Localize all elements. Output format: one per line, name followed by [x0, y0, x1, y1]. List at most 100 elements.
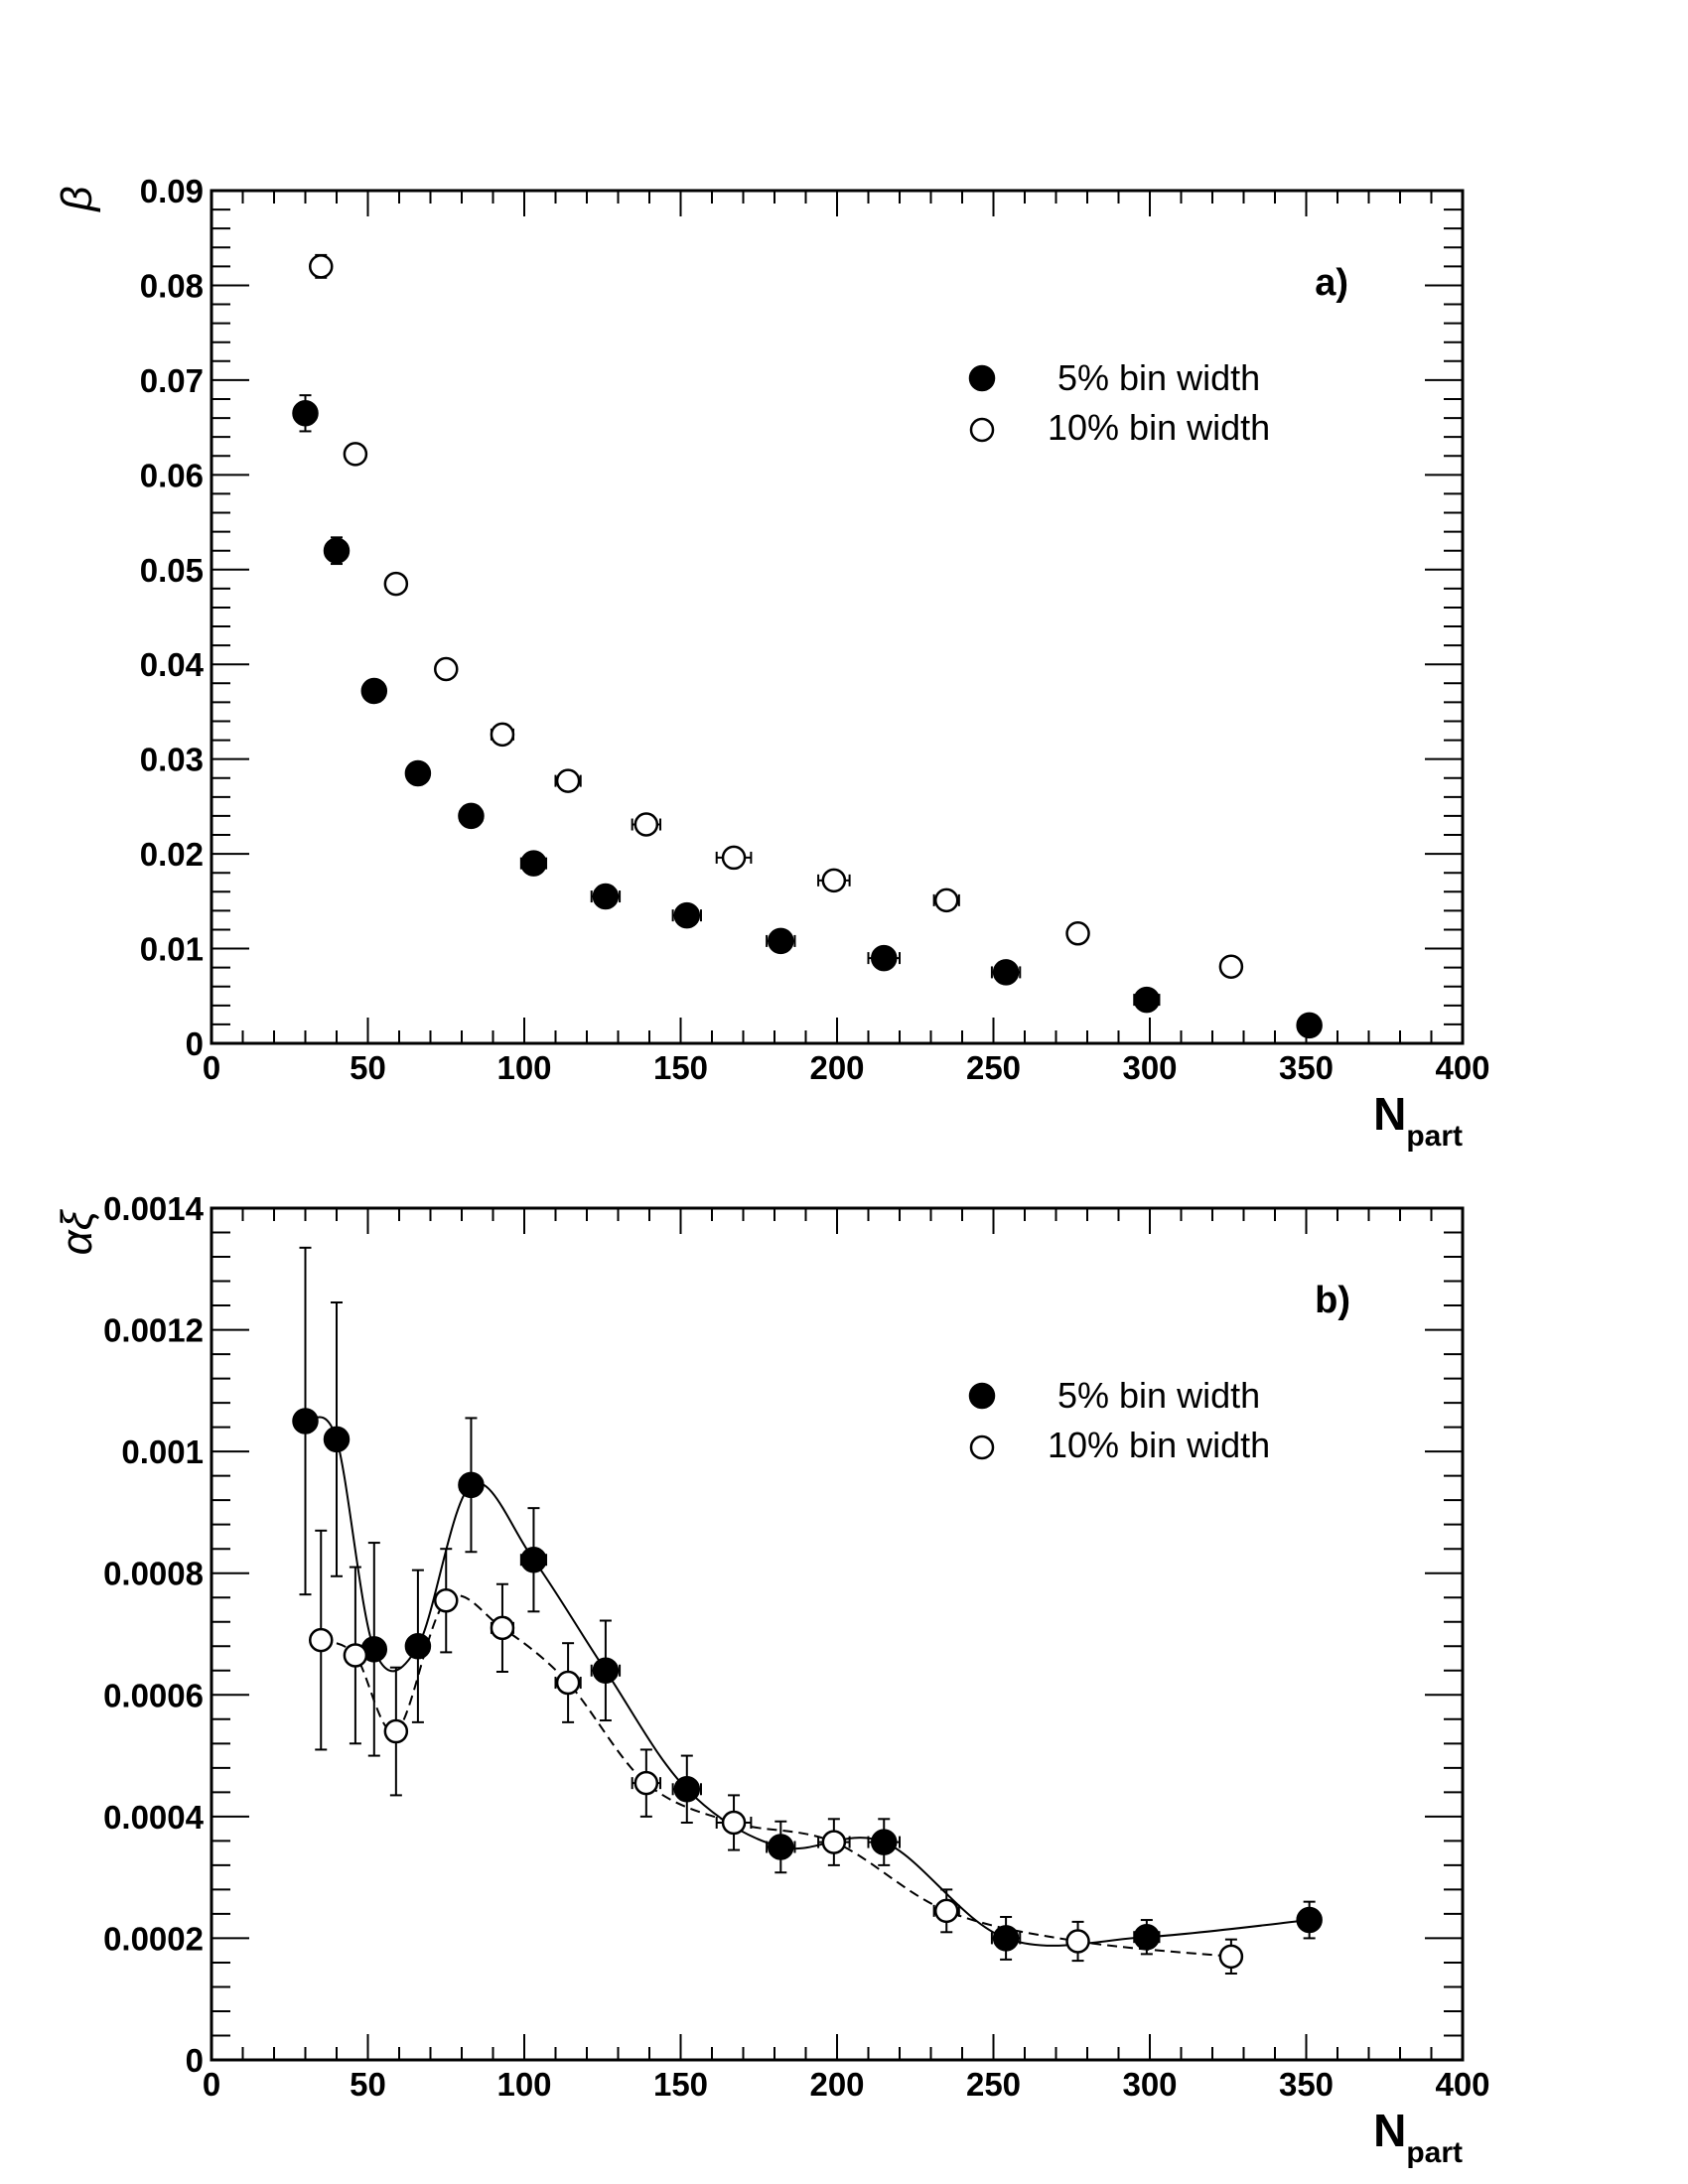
- legend-label-5pct: 5% bin width: [1057, 357, 1260, 398]
- open-circle-marker: [383, 571, 409, 597]
- x-tick-label: 250: [966, 2066, 1021, 2103]
- axis-ticks: [211, 1207, 1464, 2061]
- open-circle-marker: [633, 812, 659, 837]
- y-tick-label: 0.0004: [103, 1799, 205, 1836]
- axis-ticks: [211, 190, 1464, 1044]
- y-tick-label: 0.09: [140, 173, 204, 209]
- open-circle-marker: [821, 868, 847, 893]
- filled-circle-marker: [458, 1471, 485, 1499]
- legend-marker-open: [969, 417, 995, 443]
- open-circle-marker: [555, 1670, 581, 1696]
- series-5pct-point: [990, 959, 1022, 986]
- series-10pct-point: [631, 812, 662, 837]
- plot-frame: [210, 189, 1465, 1045]
- y-tick-label: 0: [186, 2042, 204, 2079]
- series-10pct-point: [1065, 921, 1090, 946]
- x-tick-label: 300: [1122, 1049, 1177, 1086]
- open-circle-marker: [1065, 1929, 1090, 1954]
- x-tick-label: 200: [809, 1049, 864, 1086]
- series-10pct-point: [343, 442, 368, 467]
- series-10pct-point: [932, 1888, 960, 1934]
- y-tick-label: 0.001: [121, 1433, 204, 1470]
- filled-circle-marker: [992, 1925, 1020, 1952]
- series-5pct-point: [1133, 986, 1161, 1014]
- x-tick-label: 150: [653, 2066, 708, 2103]
- filled-circle-marker: [1296, 1906, 1323, 1934]
- panel-b: 0 50 100 150 200 250 300 350 400 0 0.0002 0.0004 0.0…: [53, 1190, 1490, 2169]
- x-tick-label: 400: [1435, 1049, 1489, 1086]
- open-circle-marker: [934, 887, 959, 913]
- filled-circle-marker: [520, 1546, 547, 1573]
- legend-label-10pct: 10% bin width: [1048, 407, 1270, 448]
- legend-marker-filled: [968, 1382, 996, 1410]
- filled-circle-marker: [323, 1426, 351, 1453]
- y-tick-label: 0.0014: [103, 1190, 205, 1227]
- y-tick-label: 0.04: [140, 646, 205, 683]
- series-5pct-point: [292, 394, 319, 433]
- filled-circle-marker: [1133, 986, 1161, 1014]
- open-circle-marker: [721, 845, 747, 871]
- open-circle-marker: [490, 722, 515, 748]
- filled-circle-marker: [404, 759, 432, 787]
- series-10pct-point: [631, 1748, 662, 1818]
- series-10pct-point: [817, 868, 851, 893]
- open-circle-marker: [1218, 954, 1244, 979]
- y-tick-label: 0.07: [140, 362, 204, 399]
- legend-marker-filled: [968, 364, 996, 392]
- open-circle-marker: [434, 656, 459, 682]
- x-tick-label: 250: [966, 1049, 1021, 1086]
- series-10pct-point: [383, 1666, 409, 1797]
- filled-circle-marker: [592, 883, 620, 910]
- open-circle-marker: [383, 1718, 409, 1744]
- x-tick-label: 300: [1122, 2066, 1177, 2103]
- open-circle-marker: [934, 1898, 959, 1924]
- x-tick-label: 400: [1435, 2066, 1489, 2103]
- y-tick-label: 0.08: [140, 267, 204, 304]
- open-circle-marker: [343, 442, 368, 467]
- series-5pct-point: [1133, 1919, 1161, 1956]
- series-10pct-point: [434, 656, 459, 682]
- open-circle-marker: [721, 1810, 747, 1836]
- series-10pct-point: [309, 1529, 334, 1751]
- panel-label: a): [1315, 262, 1348, 304]
- series-10pct-curve: [320, 1594, 1231, 1958]
- series-10pct-point: [1218, 954, 1244, 979]
- series-5pct-point: [360, 677, 388, 705]
- series-5pct-point: [519, 1507, 548, 1613]
- y-tick-label: 0.0006: [103, 1677, 204, 1713]
- x-axis-label-sub: part: [1406, 1120, 1463, 1153]
- panel-label: b): [1315, 1280, 1350, 1321]
- series-5pct-point: [323, 536, 351, 566]
- filled-circle-marker: [673, 901, 701, 929]
- y-tick-label: 0.03: [140, 742, 204, 778]
- series-10pct-point: [554, 768, 582, 793]
- open-circle-marker: [309, 1627, 334, 1653]
- series-5pct-point: [671, 1754, 702, 1824]
- open-circle-marker: [343, 1643, 368, 1668]
- x-tick-label: 0: [203, 2066, 220, 2103]
- filled-circle-marker: [1296, 1012, 1323, 1039]
- open-circle-marker: [633, 1770, 659, 1796]
- x-tick-label: 350: [1279, 1049, 1334, 1086]
- x-axis-label: Npart: [1373, 1088, 1463, 1153]
- open-circle-marker: [309, 254, 334, 279]
- filled-circle-marker: [768, 927, 794, 955]
- series-5pct-point: [1296, 1012, 1323, 1039]
- panel-a: 0 50 100 150 200 250 300 350 400 0 0.01 0.02 0.03 0.0…: [53, 173, 1490, 1153]
- filled-circle-marker: [458, 802, 485, 830]
- series-10pct-point: [343, 1566, 368, 1745]
- series-5pct-point: [867, 944, 901, 972]
- series-5pct-point: [867, 1818, 901, 1866]
- x-axis-label-sub: part: [1406, 2136, 1463, 2169]
- open-circle-marker: [490, 1615, 515, 1641]
- filled-circle-marker: [992, 959, 1020, 986]
- x-tick-label: 200: [809, 2066, 864, 2103]
- series-10pct-point: [932, 887, 960, 913]
- x-axis-label-main: N: [1373, 2105, 1406, 2156]
- series-5pct-point: [292, 1246, 319, 1596]
- y-axis-label: β: [53, 186, 101, 212]
- y-tick-label: 0.0002: [103, 1920, 204, 1957]
- series-10pct-point: [383, 571, 409, 597]
- filled-circle-marker: [292, 400, 319, 427]
